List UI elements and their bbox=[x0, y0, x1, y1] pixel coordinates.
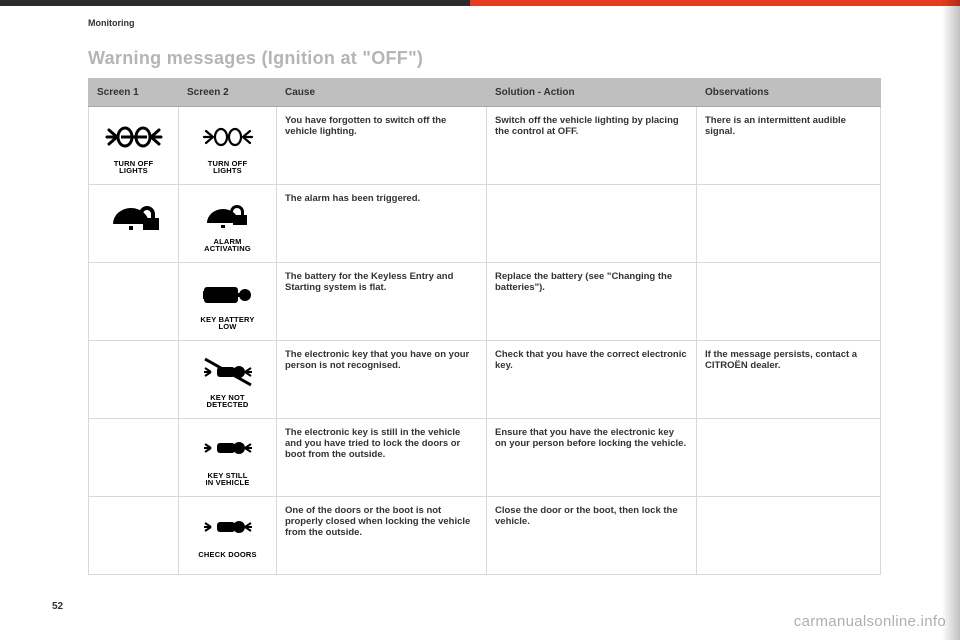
solution-cell: Replace the battery (see "Changing the b… bbox=[487, 263, 697, 341]
key-still-icon: KEY STILLIN VEHICLE bbox=[193, 427, 263, 487]
icon-caption: KEY NOT DETECTED bbox=[193, 394, 263, 410]
observations-cell bbox=[697, 497, 881, 575]
screen2-cell: ALARM ACTIVATING bbox=[179, 185, 277, 263]
page-number: 52 bbox=[52, 601, 63, 612]
table-row: KEY BATTERY LOW The battery for the Keyle… bbox=[89, 263, 881, 341]
key-detect-icon: KEY NOT DETECTED bbox=[193, 349, 263, 409]
top-bar bbox=[0, 0, 960, 6]
screen1-cell bbox=[89, 185, 179, 263]
top-bar-left bbox=[0, 0, 470, 6]
solution-cell: Close the door or the boot, then lock th… bbox=[487, 497, 697, 575]
screen1-cell: TURN OFFLIGHTS bbox=[89, 107, 179, 185]
observations-cell bbox=[697, 185, 881, 263]
table-row: TURN OFFLIGHTS TURN OFF LIGHTS You have fo… bbox=[89, 107, 881, 185]
turn-off-lights-1-icon: TURN OFFLIGHTS bbox=[99, 115, 169, 175]
table-row: ALARM ACTIVATING The alarm has been trigg… bbox=[89, 185, 881, 263]
screen1-cell bbox=[89, 341, 179, 419]
screen2-cell: TURN OFF LIGHTS bbox=[179, 107, 277, 185]
icon-caption: CHECK DOORS bbox=[193, 551, 263, 559]
warning-table: Screen 1 Screen 2 Cause Solution - Actio… bbox=[88, 78, 881, 575]
col-obs: Observations bbox=[697, 79, 881, 107]
solution-cell: Check that you have the correct electron… bbox=[487, 341, 697, 419]
observations-cell: There is an intermittent audible signal. bbox=[697, 107, 881, 185]
cause-cell: The electronic key is still in the vehic… bbox=[277, 419, 487, 497]
solution-cell: Switch off the vehicle lighting by placi… bbox=[487, 107, 697, 185]
screen1-cell bbox=[89, 263, 179, 341]
solution-cell bbox=[487, 185, 697, 263]
solution-cell: Ensure that you have the electronic key … bbox=[487, 419, 697, 497]
table-row: CHECK DOORS One of the doors or the boot … bbox=[89, 497, 881, 575]
observations-cell: If the message persists, contact a CITRO… bbox=[697, 341, 881, 419]
cause-cell: The battery for the Keyless Entry and St… bbox=[277, 263, 487, 341]
icon-caption: TURN OFFLIGHTS bbox=[99, 160, 169, 176]
observations-cell bbox=[697, 419, 881, 497]
screen2-cell: CHECK DOORS bbox=[179, 497, 277, 575]
alarm-2-icon: ALARM ACTIVATING bbox=[193, 193, 263, 253]
table-row: KEY STILLIN VEHICLE The electronic key is… bbox=[89, 419, 881, 497]
turn-off-lights-2-icon: TURN OFF LIGHTS bbox=[193, 115, 263, 175]
cause-cell: You have forgotten to switch off the veh… bbox=[277, 107, 487, 185]
screen2-cell: KEY STILLIN VEHICLE bbox=[179, 419, 277, 497]
cause-cell: One of the doors or the boot is not prop… bbox=[277, 497, 487, 575]
observations-cell bbox=[697, 263, 881, 341]
col-solution: Solution - Action bbox=[487, 79, 697, 107]
col-cause: Cause bbox=[277, 79, 487, 107]
cause-cell: The alarm has been triggered. bbox=[277, 185, 487, 263]
manual-page: Monitoring Warning messages (Ignition at… bbox=[0, 0, 960, 640]
watermark: carmanualsonline.info bbox=[794, 613, 946, 630]
table-row: KEY NOT DETECTED The electronic key that … bbox=[89, 341, 881, 419]
col-screen2: Screen 2 bbox=[179, 79, 277, 107]
icon-caption: KEY STILLIN VEHICLE bbox=[193, 472, 263, 488]
col-screen1: Screen 1 bbox=[89, 79, 179, 107]
screen1-cell bbox=[89, 497, 179, 575]
alarm-1-icon bbox=[99, 192, 169, 252]
icon-caption: TURN OFF LIGHTS bbox=[193, 160, 263, 176]
key-battery-icon: KEY BATTERY LOW bbox=[193, 271, 263, 331]
screen2-cell: KEY NOT DETECTED bbox=[179, 341, 277, 419]
icon-caption: KEY BATTERY LOW bbox=[193, 316, 263, 332]
table-header-row: Screen 1 Screen 2 Cause Solution - Actio… bbox=[89, 79, 881, 107]
icon-caption: ALARM ACTIVATING bbox=[193, 238, 263, 254]
page-title: Warning messages (Ignition at "OFF") bbox=[88, 48, 423, 69]
check-doors-icon: CHECK DOORS bbox=[193, 506, 263, 566]
top-bar-right bbox=[470, 0, 960, 6]
screen2-cell: KEY BATTERY LOW bbox=[179, 263, 277, 341]
screen1-cell bbox=[89, 419, 179, 497]
cause-cell: The electronic key that you have on your… bbox=[277, 341, 487, 419]
page-edge-shadow bbox=[942, 0, 960, 640]
section-label: Monitoring bbox=[88, 18, 135, 28]
